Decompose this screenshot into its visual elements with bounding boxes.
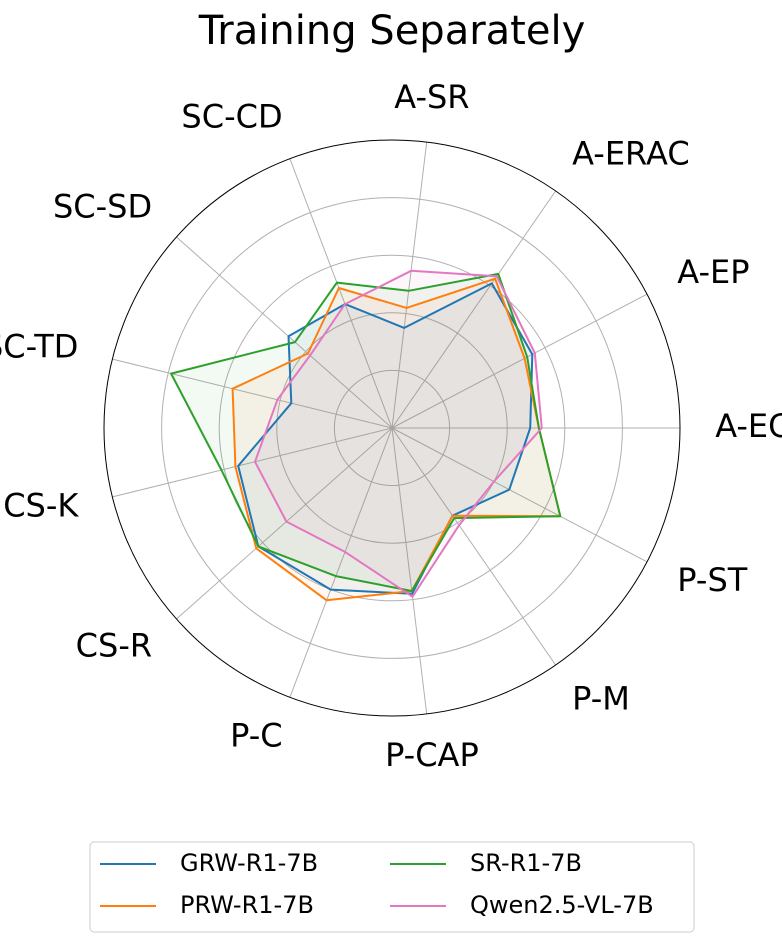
spoke-cs-r (176, 427, 393, 620)
series-line-qwen2-5-vl-7b (254, 269, 543, 598)
spoke-a-sr (391, 142, 428, 429)
spoke-sc-td (112, 358, 393, 429)
series-fill-qwen2-5-vl-7b (255, 270, 542, 597)
series-fill-prw-r1-7b (232, 278, 561, 601)
axis-label-cs-r: CS-R (76, 627, 152, 665)
radar-grid (103, 139, 681, 717)
legend-frame (89, 841, 695, 933)
axis-label-a-sr: A-SR (394, 78, 469, 116)
spoke-p-c (289, 427, 393, 698)
legend-item-sr-r1-7b: SR-R1-7B (390, 849, 582, 877)
series-lines (170, 269, 562, 602)
legend-label: PRW-R1-7B (180, 891, 314, 919)
axis-label-sc-cd: SC-CD (181, 97, 282, 135)
series-line-sr-r1-7b (170, 272, 562, 592)
legend-item-qwen2-5-vl-7b: Qwen2.5-VL-7B (390, 891, 654, 919)
series-fill-grw-r1-7b (238, 283, 533, 594)
axis-label-sc-td: SC-TD (0, 328, 78, 366)
legend-label: SR-R1-7B (470, 849, 582, 877)
axis-label-p-m: P-M (572, 680, 630, 718)
axis-labels: A-EC A-EP A-ERAC A-SR SC-CD SC-SD SC-TD CS-K CS-… (0, 78, 782, 774)
legend: GRW-R1-7B PRW-R1-7B SR-R1-7B Qwen2.5-VL-7B (89, 841, 695, 933)
spoke-a-ep (391, 293, 648, 429)
spoke-p-m (391, 427, 557, 666)
chart-title: Training Separately (198, 8, 585, 54)
legend-item-prw-r1-7b: PRW-R1-7B (100, 891, 314, 919)
series-line-prw-r1-7b (231, 277, 562, 602)
axis-label-p-cap: P-CAP (385, 736, 479, 774)
outer-ring (103, 139, 681, 717)
spoke-p-cap (391, 427, 428, 714)
series-fills (171, 270, 561, 601)
spoke-a-erac (391, 190, 557, 429)
axis-label-a-ec: A-EC (715, 407, 782, 445)
axis-label-sc-sd: SC-SD (53, 187, 152, 225)
spoke-sc-sd (176, 236, 393, 429)
axis-label-p-st: P-ST (677, 561, 747, 599)
spoke-cs-k (112, 427, 393, 498)
axis-label-a-ep: A-EP (677, 253, 749, 291)
axis-label-cs-k: CS-K (3, 486, 79, 524)
legend-label: GRW-R1-7B (180, 849, 318, 877)
axis-label-a-erac: A-ERAC (572, 134, 690, 172)
legend-item-grw-r1-7b: GRW-R1-7B (100, 849, 318, 877)
axis-label-p-c: P-C (230, 717, 282, 755)
legend-label: Qwen2.5-VL-7B (470, 891, 654, 919)
spoke-p-st (391, 427, 648, 563)
spoke-sc-cd (289, 158, 393, 429)
